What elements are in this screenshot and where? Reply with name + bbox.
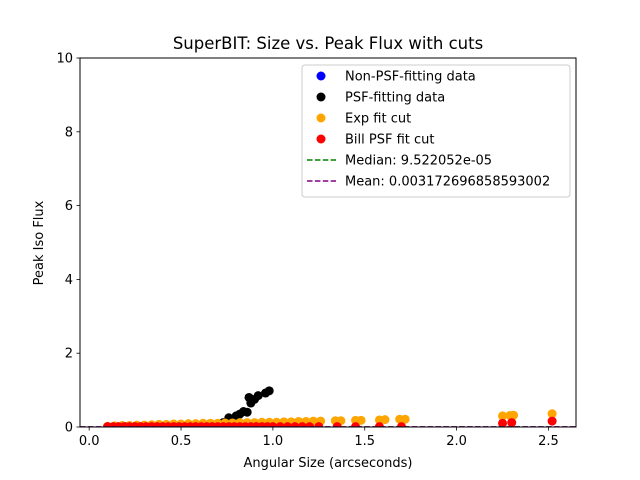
y-tick-label: 8 bbox=[65, 125, 73, 140]
x-tick-label: 2.5 bbox=[538, 434, 559, 449]
legend-label: Mean: 0.003172696858593002 bbox=[345, 175, 550, 190]
data-point bbox=[374, 422, 384, 427]
data-point bbox=[264, 386, 274, 396]
legend-label: Exp fit cut bbox=[345, 112, 411, 127]
x-tick-label: 0.0 bbox=[79, 434, 100, 449]
legend-marker bbox=[316, 134, 326, 144]
data-point bbox=[314, 422, 324, 427]
data-point bbox=[332, 422, 342, 427]
legend-marker bbox=[316, 113, 326, 123]
data-point bbox=[396, 422, 406, 427]
data-point bbox=[380, 415, 390, 425]
data-point bbox=[283, 422, 293, 427]
y-tick-label: 4 bbox=[65, 273, 73, 288]
data-point bbox=[547, 409, 557, 419]
y-tick-label: 6 bbox=[65, 199, 73, 214]
y-axis: 0 2 4 6 8 10 bbox=[56, 52, 80, 436]
x-tick-label: 2.0 bbox=[446, 434, 467, 449]
x-tick-label: 0.5 bbox=[171, 434, 192, 449]
data-point bbox=[305, 422, 315, 427]
x-tick-label: 1.5 bbox=[354, 434, 375, 449]
data-point bbox=[507, 418, 517, 427]
legend-marker bbox=[316, 71, 326, 81]
legend: Non-PSF-fitting data PSF-fitting data Exp … bbox=[301, 64, 571, 198]
y-axis-label: Peak Iso Flux bbox=[32, 200, 47, 285]
data-point bbox=[356, 415, 366, 425]
legend-marker bbox=[316, 92, 326, 102]
y-tick-label: 10 bbox=[56, 52, 73, 67]
data-point bbox=[297, 422, 307, 427]
y-tick-label: 2 bbox=[65, 347, 73, 362]
legend-label: Non-PSF-fitting data bbox=[345, 70, 476, 85]
axes-frame bbox=[79, 57, 577, 428]
data-point bbox=[275, 422, 285, 427]
x-tick-label: 1.0 bbox=[263, 434, 284, 449]
data-point bbox=[351, 422, 361, 427]
x-axis: 0.0 0.5 1.0 1.5 2.0 2.5 bbox=[79, 427, 559, 449]
data-point bbox=[242, 407, 252, 417]
data-point bbox=[509, 410, 519, 420]
x-axis-label: Angular Size (arcseconds) bbox=[244, 456, 413, 471]
data-point bbox=[290, 422, 300, 427]
legend-label: Bill PSF fit cut bbox=[345, 133, 435, 148]
data-point bbox=[400, 414, 410, 424]
data-point bbox=[253, 391, 263, 401]
chart-title: SuperBIT: Size vs. Peak Flux with cuts bbox=[173, 34, 483, 53]
data-point bbox=[498, 411, 508, 421]
data-point bbox=[547, 416, 557, 426]
legend-box bbox=[301, 64, 571, 198]
legend-label: PSF-fitting data bbox=[345, 91, 445, 106]
data-point bbox=[268, 422, 278, 427]
legend-label: Median: 9.522052e-05 bbox=[345, 154, 492, 169]
y-tick-label: 0 bbox=[65, 421, 73, 436]
data-point bbox=[498, 418, 508, 427]
